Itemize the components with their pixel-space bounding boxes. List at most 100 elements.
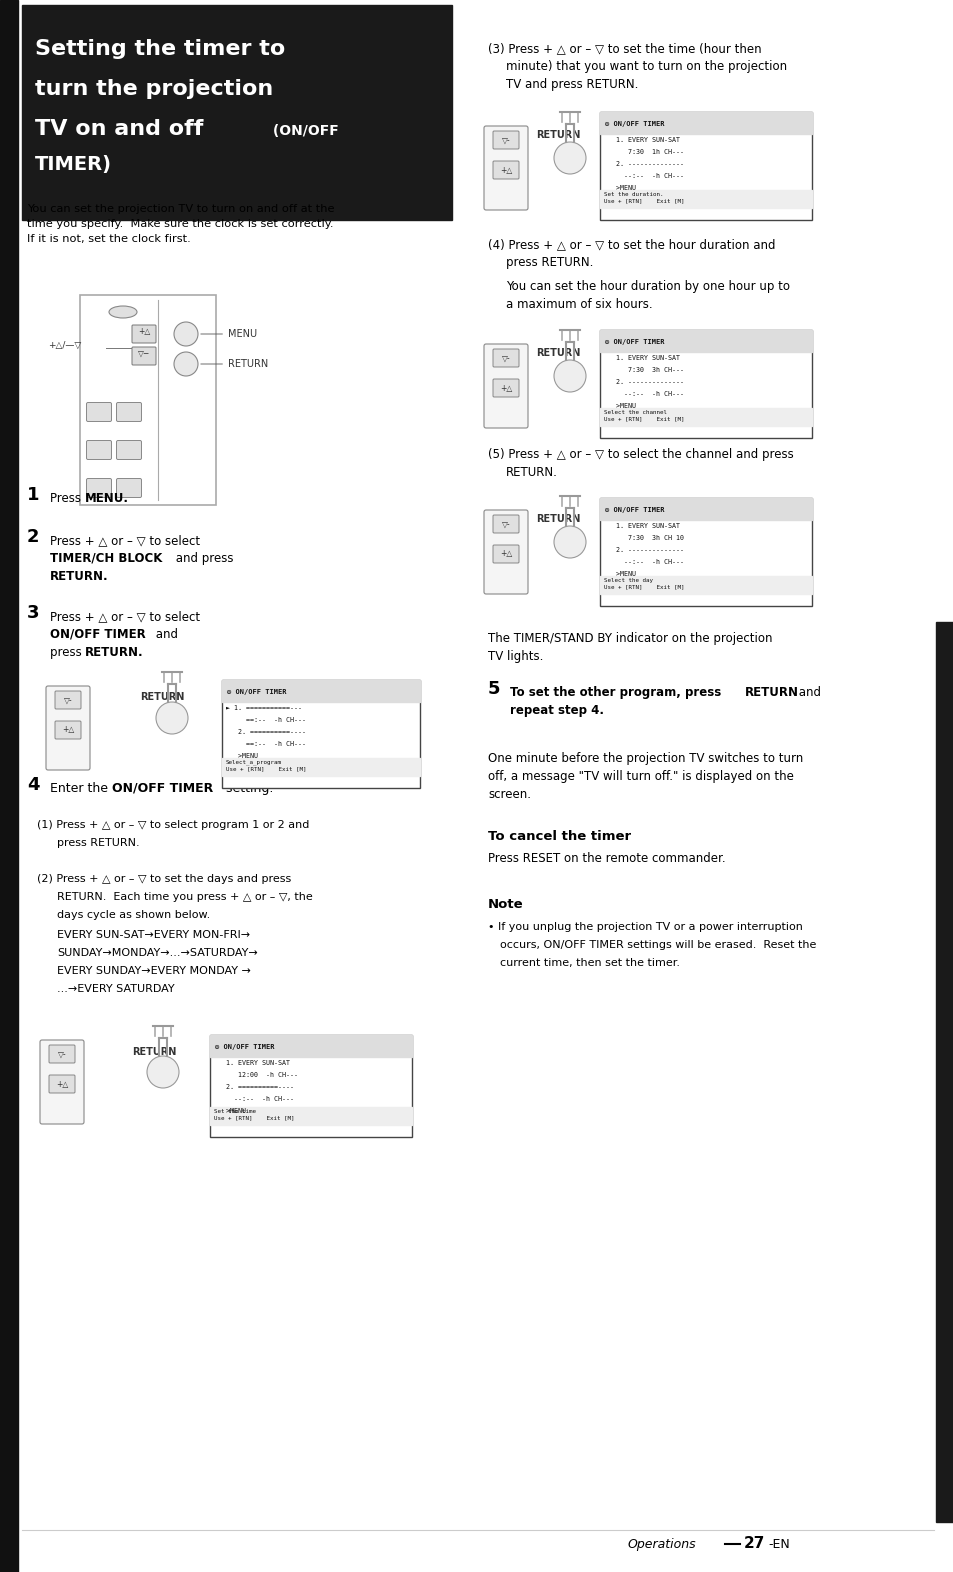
- Text: 7:30  1h CH---: 7:30 1h CH---: [603, 149, 683, 156]
- Text: (5) Press + △ or – ▽ to select the channel and press: (5) Press + △ or – ▽ to select the chann…: [488, 448, 793, 461]
- Bar: [222, 681, 419, 703]
- Text: TIMER/CH BLOCK: TIMER/CH BLOCK: [50, 552, 162, 564]
- Text: (3) Press + △ or – ▽ to set the time (hour then: (3) Press + △ or – ▽ to set the time (ho…: [488, 42, 760, 55]
- Text: MENU: MENU: [200, 329, 257, 340]
- Text: RETURN.  Each time you press + △ or – ▽, the: RETURN. Each time you press + △ or – ▽, …: [57, 891, 313, 902]
- FancyBboxPatch shape: [599, 112, 811, 220]
- Text: and press: and press: [172, 552, 237, 564]
- Text: >MENU: >MENU: [603, 185, 636, 192]
- Text: ON/OFF TIMER: ON/OFF TIMER: [50, 627, 146, 641]
- Text: 12:00  -h CH---: 12:00 -h CH---: [213, 1072, 297, 1078]
- Text: (2) Press + △ or – ▽ to set the days and press: (2) Press + △ or – ▽ to set the days and…: [37, 874, 291, 883]
- Text: minute) that you want to turn on the projection: minute) that you want to turn on the pro…: [505, 60, 786, 72]
- Text: Press RESET on the remote commander.: Press RESET on the remote commander.: [488, 852, 725, 865]
- Text: Note: Note: [488, 898, 523, 912]
- Text: repeat step 4.: repeat step 4.: [510, 704, 603, 717]
- FancyBboxPatch shape: [599, 498, 811, 605]
- Text: RETURN.: RETURN.: [505, 465, 558, 479]
- Text: press: press: [50, 646, 86, 659]
- Text: +△: +△: [499, 384, 512, 393]
- Text: RETURN: RETURN: [140, 692, 184, 703]
- Text: RETURN: RETURN: [536, 130, 579, 140]
- Text: 1: 1: [27, 486, 39, 505]
- Text: (ON/OFF: (ON/OFF: [268, 124, 338, 138]
- Text: TV lights.: TV lights.: [488, 649, 543, 663]
- Text: and: and: [794, 685, 821, 700]
- Text: TV on and off: TV on and off: [35, 119, 203, 138]
- Text: RETURN: RETURN: [536, 514, 579, 523]
- Bar: [210, 1034, 412, 1056]
- FancyBboxPatch shape: [493, 130, 518, 149]
- Text: ▽-: ▽-: [64, 695, 72, 704]
- Text: press RETURN.: press RETURN.: [57, 838, 139, 847]
- Text: (4) Press + △ or – ▽ to set the hour duration and: (4) Press + △ or – ▽ to set the hour dur…: [488, 237, 775, 252]
- Text: ◎ ON/OFF TIMER: ◎ ON/OFF TIMER: [604, 340, 664, 344]
- FancyBboxPatch shape: [87, 478, 112, 497]
- Text: ◎ ON/OFF TIMER: ◎ ON/OFF TIMER: [604, 508, 664, 512]
- FancyBboxPatch shape: [55, 692, 81, 709]
- Text: Select the day
Use + [RTN]    Exit [M]: Select the day Use + [RTN] Exit [M]: [603, 578, 684, 590]
- Bar: [599, 409, 811, 426]
- Text: current time, then set the timer.: current time, then set the timer.: [499, 957, 679, 968]
- Text: +△/—▽: +△/—▽: [48, 341, 81, 351]
- Circle shape: [156, 703, 188, 734]
- Text: ► 1. ===========---: ► 1. ===========---: [226, 704, 302, 711]
- FancyBboxPatch shape: [87, 402, 112, 421]
- Circle shape: [173, 352, 198, 376]
- Text: 7:30  3h CH---: 7:30 3h CH---: [603, 366, 683, 373]
- Text: ▽-: ▽-: [501, 354, 510, 363]
- Circle shape: [554, 360, 585, 391]
- Text: turn the projection: turn the projection: [35, 79, 273, 99]
- Bar: [599, 190, 811, 208]
- FancyBboxPatch shape: [116, 478, 141, 497]
- Text: press RETURN.: press RETURN.: [505, 256, 593, 269]
- Text: RETURN: RETURN: [200, 358, 268, 369]
- Circle shape: [147, 1056, 179, 1088]
- Bar: [80, 296, 215, 505]
- FancyBboxPatch shape: [210, 1034, 412, 1137]
- Text: >MENU: >MENU: [213, 1108, 246, 1115]
- FancyBboxPatch shape: [87, 440, 112, 459]
- Text: One minute before the projection TV switches to turn: One minute before the projection TV swit…: [488, 751, 802, 766]
- Text: setting.: setting.: [222, 781, 274, 795]
- Text: occurs, ON/OFF TIMER settings will be erased.  Reset the: occurs, ON/OFF TIMER settings will be er…: [499, 940, 816, 949]
- FancyBboxPatch shape: [599, 330, 811, 439]
- Text: Set the duration.
Use + [RTN]    Exit [M]: Set the duration. Use + [RTN] Exit [M]: [603, 192, 684, 203]
- Bar: [0, 0, 18, 1572]
- Text: ...→EVERY SATURDAY: ...→EVERY SATURDAY: [57, 984, 174, 994]
- Bar: [210, 1107, 412, 1126]
- Text: RETURN: RETURN: [536, 347, 579, 358]
- Text: ▽-: ▽-: [501, 135, 510, 145]
- FancyBboxPatch shape: [46, 685, 90, 770]
- FancyBboxPatch shape: [493, 379, 518, 398]
- Text: Select the channel
Use + [RTN]    Exit [M]: Select the channel Use + [RTN] Exit [M]: [603, 410, 684, 421]
- Text: Select_a_program
Use + [RTN]    Exit [M]: Select_a_program Use + [RTN] Exit [M]: [226, 759, 306, 770]
- FancyBboxPatch shape: [493, 160, 518, 179]
- FancyBboxPatch shape: [483, 509, 527, 594]
- FancyBboxPatch shape: [49, 1075, 75, 1093]
- FancyBboxPatch shape: [493, 545, 518, 563]
- Text: The TIMER/STAND BY indicator on the projection: The TIMER/STAND BY indicator on the proj…: [488, 632, 772, 645]
- Text: You can set the projection TV to turn on and off at the
time you specify.  Make : You can set the projection TV to turn on…: [27, 204, 335, 244]
- Text: Press + △ or – ▽ to select: Press + △ or – ▽ to select: [50, 534, 204, 547]
- Text: 2. --------------: 2. --------------: [603, 547, 683, 553]
- Text: RETURN.: RETURN.: [85, 646, 144, 659]
- Text: ON/OFF TIMER: ON/OFF TIMER: [112, 781, 213, 795]
- Text: ▽−: ▽−: [138, 349, 150, 358]
- Bar: [222, 758, 419, 777]
- Ellipse shape: [109, 307, 137, 318]
- Text: --:--  -h CH---: --:-- -h CH---: [603, 391, 683, 398]
- Text: and: and: [152, 627, 178, 641]
- Bar: [599, 498, 811, 520]
- Text: 7:30  3h CH 10: 7:30 3h CH 10: [603, 534, 683, 541]
- FancyBboxPatch shape: [40, 1041, 84, 1124]
- Text: Enter the: Enter the: [50, 781, 112, 795]
- Text: +△: +△: [62, 726, 74, 734]
- Text: You can set the hour duration by one hour up to: You can set the hour duration by one hou…: [505, 280, 789, 292]
- Text: ==:--  -h CH---: ==:-- -h CH---: [226, 717, 306, 723]
- Text: RETURN: RETURN: [744, 685, 799, 700]
- Circle shape: [173, 322, 198, 346]
- Text: MENU.: MENU.: [85, 492, 129, 505]
- Text: a maximum of six hours.: a maximum of six hours.: [505, 299, 652, 311]
- Text: RETURN: RETURN: [132, 1047, 176, 1056]
